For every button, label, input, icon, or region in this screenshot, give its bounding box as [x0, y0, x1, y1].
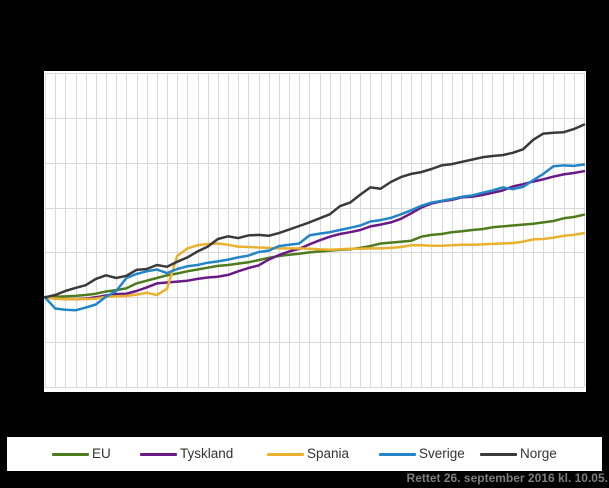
legend-item-sverige[interactable]: Sverige [379, 437, 465, 471]
legend-item-tyskland[interactable]: Tyskland [140, 437, 233, 471]
legend-line-swatch-icon [140, 452, 177, 456]
legend-line-swatch-icon [480, 452, 517, 456]
series-line-norge [44, 123, 586, 299]
legend-item-eu[interactable]: EU [52, 437, 111, 471]
legend-label: Tyskland [180, 446, 234, 461]
legend-item-spania[interactable]: Spania [267, 437, 349, 471]
series-line-sverige [44, 163, 586, 312]
legend-label: Norge [520, 446, 557, 461]
legend-item-norge[interactable]: Norge [480, 437, 557, 471]
legend-label: Sverige [419, 446, 465, 461]
line-chart [44, 73, 586, 388]
series-line-tyskland [44, 169, 586, 301]
legend-line-swatch-icon [379, 452, 416, 456]
legend-line-swatch-icon [52, 452, 89, 456]
series-line-spania [44, 231, 586, 301]
plot-area [44, 71, 586, 392]
series-line-eu [44, 213, 586, 299]
legend-line-swatch-icon [267, 452, 304, 456]
gridlines [45, 73, 585, 388]
legend-label: EU [92, 446, 111, 461]
chart-legend: EU Tyskland Spania Sverige Norge [7, 437, 602, 471]
legend-label: Spania [307, 446, 350, 461]
correction-note: Rettet 26. september 2016 kl. 10.05. [406, 471, 608, 485]
